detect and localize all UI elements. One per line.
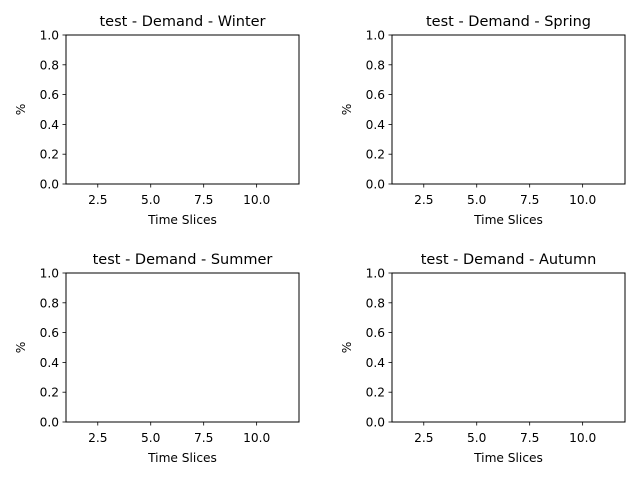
y-tick-label: 0.0 [40,178,59,192]
y-tick-label: 0.0 [366,416,385,430]
y-tick-label: 0.6 [40,88,59,102]
y-axis-label: % [340,104,354,116]
x-tick-label: 5.0 [467,193,486,207]
x-tick-label: 2.5 [88,193,107,207]
x-axis-label: Time Slices [473,451,543,465]
subplot-autumn: test - Demand - Autumn 2.5 5.0 7.5 10.0 0.0 0.… [340,252,626,465]
x-tick-label: 10.0 [569,431,596,445]
y-tick-label: 0.2 [366,148,385,162]
y-tick-label: 0.4 [366,118,386,132]
x-tick-label: 5.0 [141,431,160,445]
chart-title: test - Demand - Autumn [421,252,597,268]
x-tick-label: 7.5 [520,431,539,445]
x-tick-label: 2.5 [414,193,433,207]
y-tick-label: 1.0 [40,267,59,281]
y-tick-label: 0.4 [40,356,60,370]
x-tick-label: 7.5 [194,431,213,445]
x-tick-label: 5.0 [467,431,486,445]
subplot-winter: test - Demand - Winter 2.5 5.0 7.5 10.0 0.0 0.… [14,14,300,227]
x-tick-label: 7.5 [194,193,213,207]
x-tick-label: 10.0 [569,193,596,207]
y-tick-label: 0.4 [40,118,60,132]
x-tick-label: 5.0 [141,193,160,207]
y-tick-label: 0.6 [366,326,385,340]
x-axis-label: Time Slices [147,213,217,227]
subplot-spring: test - Demand - Spring 2.5 5.0 7.5 10.0 0.0 0.… [340,14,626,227]
subplot-summer: test - Demand - Summer 2.5 5.0 7.5 10.0 0.0 0.… [14,252,300,465]
plot-frame [65,34,300,185]
y-tick-label: 0.8 [40,58,59,72]
y-tick-label: 1.0 [366,267,385,281]
y-tick-label: 0.0 [366,178,385,192]
y-axis-label: % [14,342,28,354]
chart-title: test - Demand - Winter [99,14,265,30]
plot-frame [391,34,626,185]
x-axis-label: Time Slices [473,213,543,227]
chart-title: test - Demand - Summer [93,252,273,268]
x-tick-label: 7.5 [520,193,539,207]
y-tick-label: 0.6 [40,326,59,340]
x-axis-label: Time Slices [147,451,217,465]
y-tick-label: 0.2 [366,386,385,400]
y-tick-label: 1.0 [366,29,385,43]
y-tick-label: 0.6 [366,88,385,102]
y-tick-label: 0.8 [366,58,385,72]
y-axis-label: % [340,342,354,354]
x-tick-label: 2.5 [414,431,433,445]
x-tick-label: 2.5 [88,431,107,445]
y-tick-label: 0.2 [40,386,59,400]
y-tick-label: 0.4 [366,356,386,370]
y-tick-label: 1.0 [40,29,59,43]
y-tick-label: 0.0 [40,416,59,430]
y-axis-label: % [14,104,28,116]
plot-frame [65,272,300,423]
y-tick-label: 0.8 [366,296,385,310]
plot-frame [391,272,626,423]
y-tick-label: 0.2 [40,148,59,162]
x-tick-label: 10.0 [243,431,270,445]
chart-title: test - Demand - Spring [426,14,591,30]
x-tick-label: 10.0 [243,193,270,207]
y-tick-label: 0.8 [40,296,59,310]
